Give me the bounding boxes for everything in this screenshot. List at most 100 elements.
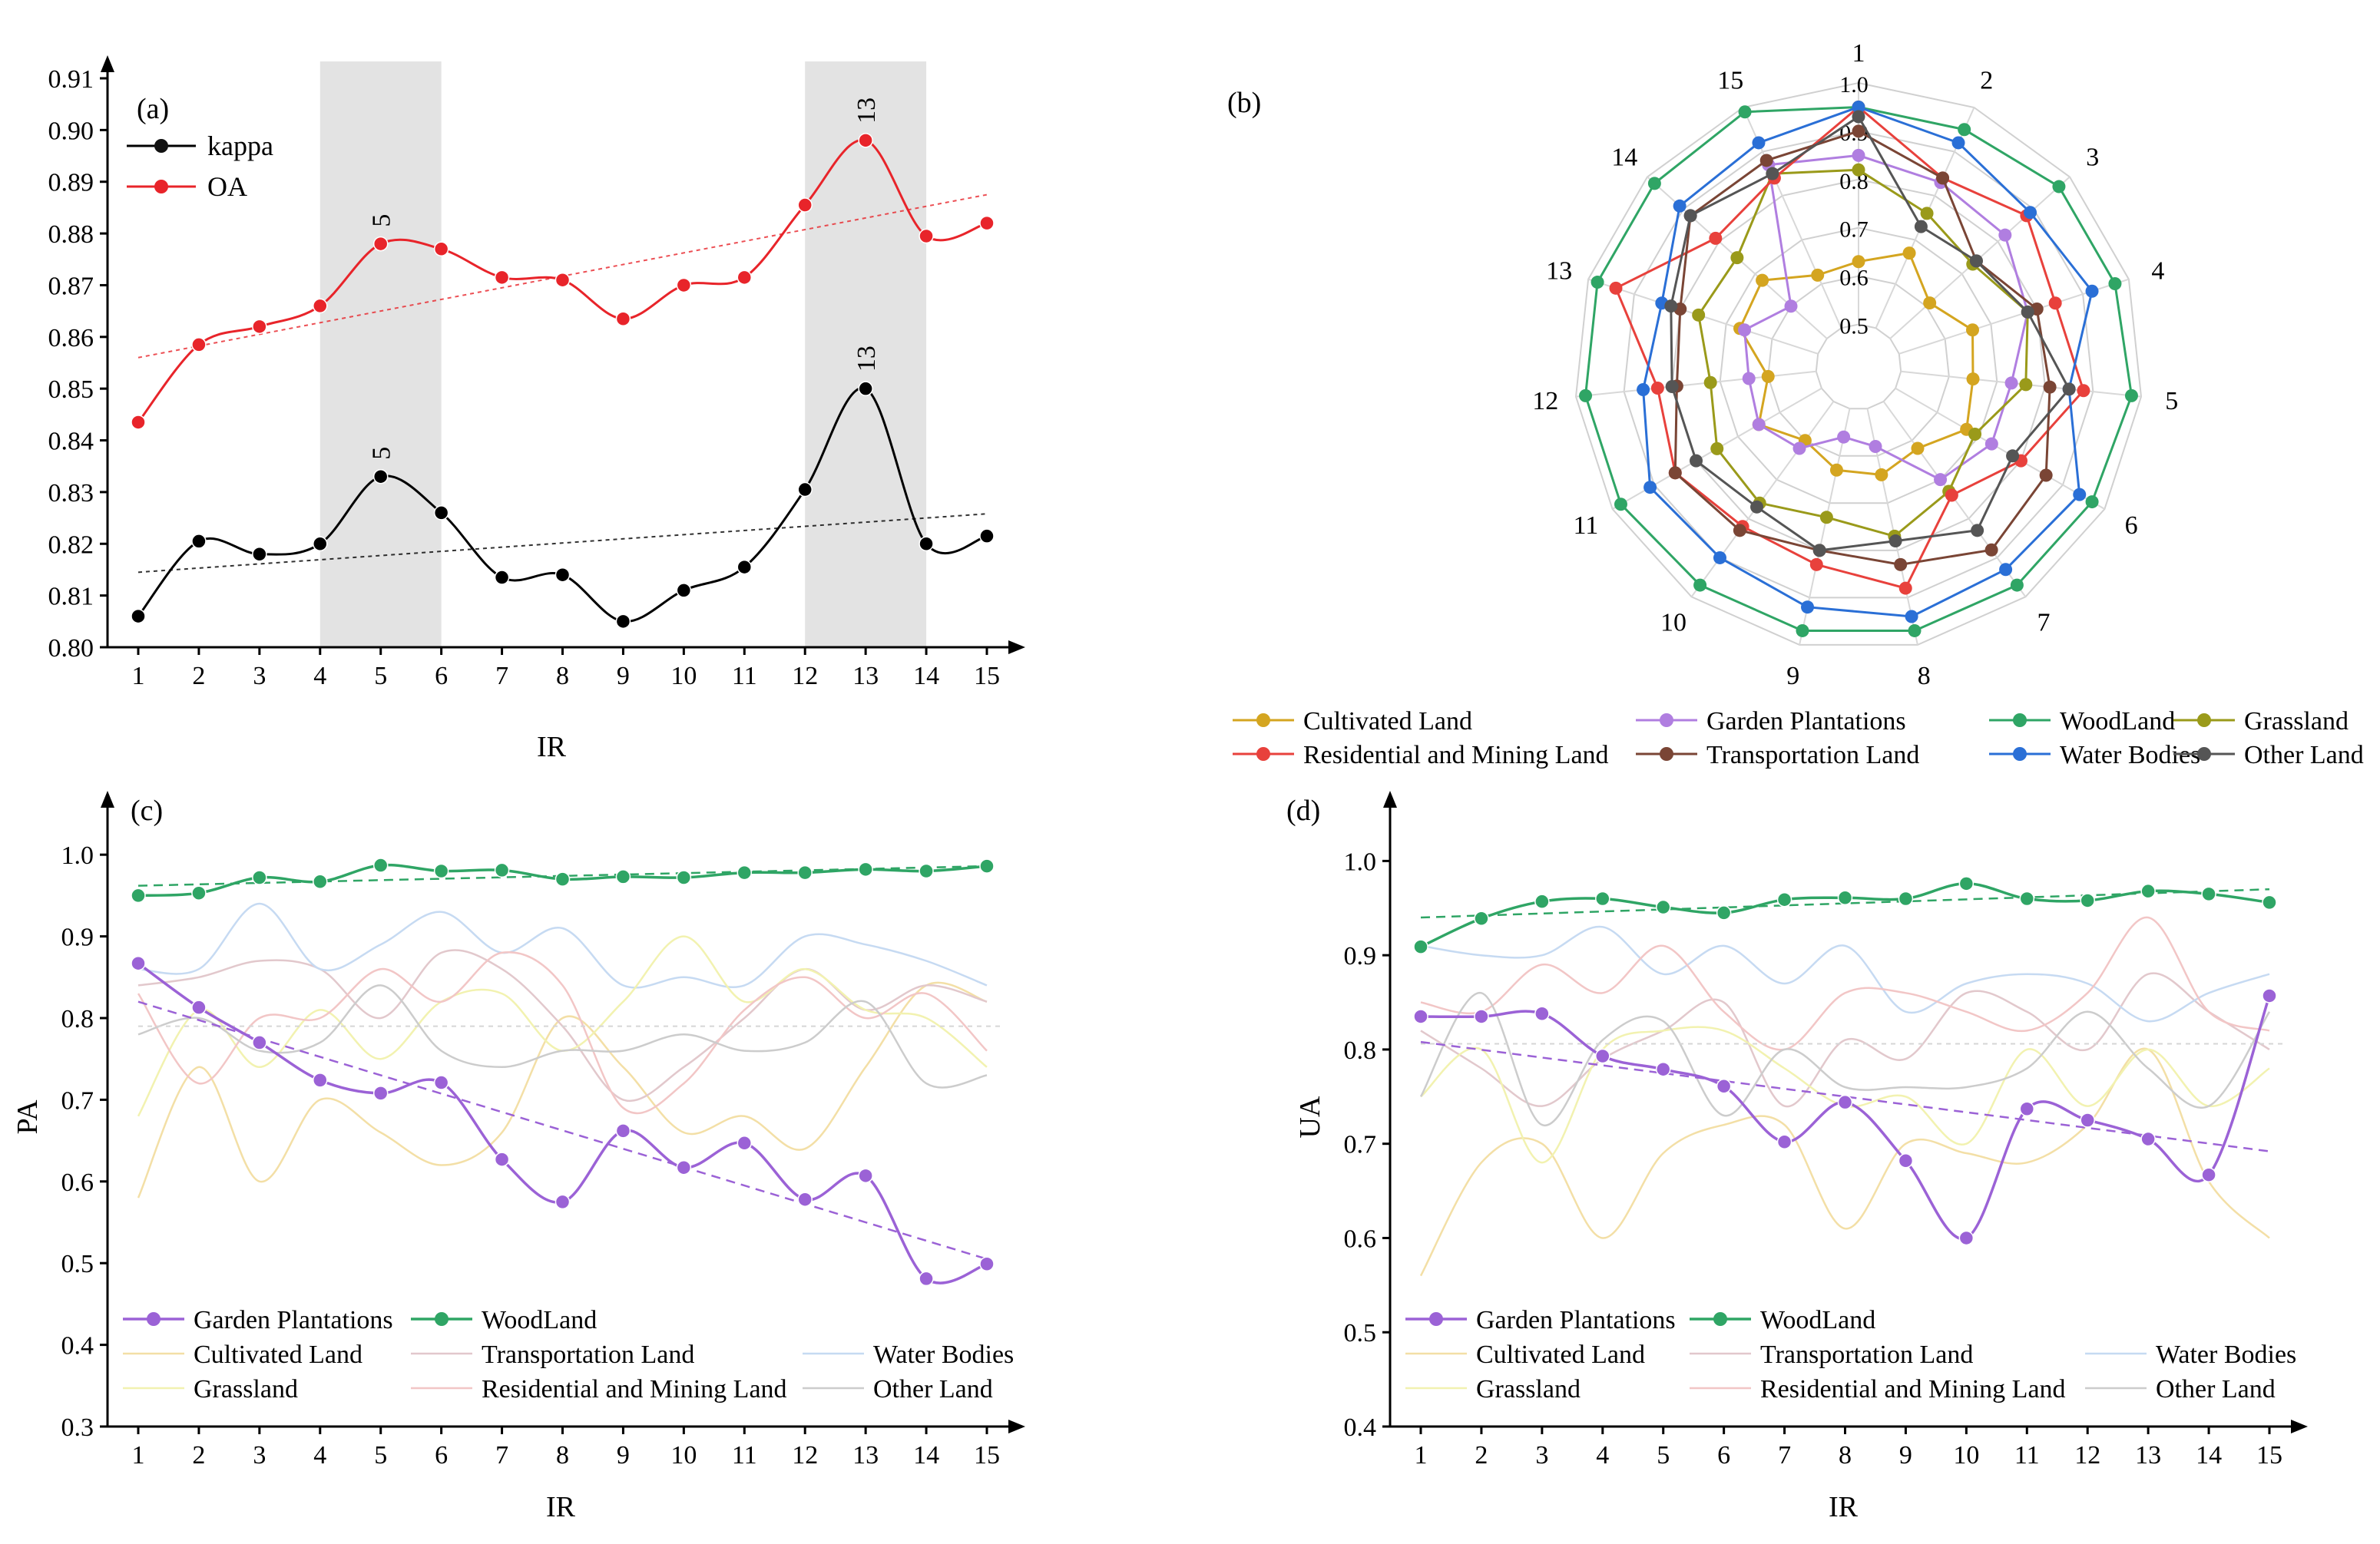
c-x-axis-label: IR: [546, 1491, 576, 1523]
a-panel-label: (a): [137, 93, 169, 125]
transportation-land-legend-label: Transportation Land: [1760, 1341, 1973, 1369]
grassland-radar-point: [1852, 163, 1865, 177]
woodland-point: [2140, 883, 2156, 899]
woodland-point: [1534, 894, 1550, 909]
x-tick-label: 15: [974, 1441, 1000, 1470]
water-bodies-radar-point: [1999, 563, 2013, 577]
woodland-legend-label: WoodLand: [482, 1306, 597, 1334]
woodland-point: [2080, 893, 2095, 908]
other-land-radar-point: [1665, 380, 1679, 394]
woodland-point: [433, 863, 449, 879]
residential-and-mining-land-radar-point: [1809, 557, 1823, 571]
x-tick-label: 7: [1778, 1441, 1791, 1470]
other-land-line: [1419, 992, 2271, 1126]
cultivated-land-radar-line: [1738, 251, 1975, 476]
transportation-land-radar-point: [2043, 380, 2057, 394]
garden-plantations-point: [191, 1000, 207, 1015]
x-tick-label: 1: [1415, 1441, 1428, 1470]
radar-axis-label: 12: [1532, 387, 1558, 415]
oa-point: [433, 241, 449, 257]
water-bodies-legend-label: Water Bodies: [873, 1341, 1014, 1369]
residential-and-mining-land-legend-label: Residential and Mining Land: [1760, 1375, 2066, 1403]
water-bodies-line: [1420, 925, 2270, 1023]
cultivated-land-radar-point: [1966, 372, 1980, 386]
y-tick-label: 0.9: [61, 924, 94, 952]
radar-ring-label: 0.6: [1839, 266, 1869, 291]
grassland-radar-point: [2019, 378, 2033, 392]
panel-a: 0.80 0.81 0.82 0.83 0.84 0.85 0.86 0.87 0.88 0.89…: [48, 55, 1025, 763]
woodland-point: [1837, 890, 1853, 906]
y-tick-label: 0.91: [48, 65, 94, 94]
x-tick-label: 5: [1657, 1441, 1670, 1470]
radar-ring: [1719, 226, 1998, 504]
kappa-point: [919, 536, 934, 552]
cultivated-land-radar-point: [1923, 296, 1937, 310]
grassland-legend-label: Grassland: [194, 1375, 298, 1403]
y-tick-label: 0.5: [61, 1250, 94, 1278]
water-bodies-line: [137, 902, 988, 989]
garden-plantations-point: [131, 955, 146, 971]
woodland-point: [313, 874, 328, 890]
woodland-legend-label: WoodLand: [1760, 1306, 1875, 1334]
radar-axis-label: 6: [2125, 511, 2138, 540]
x-tick-label: 6: [435, 1441, 448, 1470]
garden-plantations-point: [252, 1035, 267, 1050]
garden-plantations-point: [1898, 1153, 1914, 1169]
radar-ring-label: 0.5: [1839, 314, 1869, 339]
other-land-radar-point: [1888, 534, 1902, 548]
y-tick-label: 0.82: [48, 531, 94, 559]
x-tick-label: 6: [435, 662, 448, 690]
grassland-radar-point: [1710, 441, 1724, 455]
grassland-radar-point: [1968, 428, 1982, 441]
garden-plantations-radar-point: [1742, 372, 1756, 385]
residential-and-mining-land-legend-label: Residential and Mining Land: [482, 1375, 787, 1403]
residential-and-mining-land-radar-point: [2048, 296, 2062, 310]
radar-ring: [1767, 275, 1950, 457]
woodland-point: [858, 861, 873, 878]
transportation-land-line: [1420, 972, 2270, 1108]
water-bodies-radar-point: [1951, 136, 1965, 150]
cultivated-land-line: [1419, 1047, 2270, 1277]
y-tick-label: 0.89: [48, 169, 94, 197]
garden-plantations-radar-point: [1738, 323, 1752, 337]
garden-plantations-radar-point: [1869, 440, 1882, 454]
oa-point: [676, 277, 692, 293]
kappa-point: [979, 528, 995, 544]
oa-point: [797, 197, 813, 213]
grassland-line: [137, 935, 988, 1117]
garden-plantations-radar-line: [1743, 154, 2029, 481]
oa-point: [858, 133, 873, 148]
a-series: [131, 133, 995, 630]
x-tick-label: 10: [1953, 1441, 1979, 1470]
water-bodies-radar-line: [1642, 105, 2094, 618]
woodland-point: [554, 871, 571, 887]
garden-plantations-point: [2262, 988, 2277, 1003]
woodland-radar-point: [1908, 623, 1922, 637]
oa-point: [979, 215, 995, 231]
garden-plantations-legend-marker: [1429, 1312, 1443, 1326]
residential-and-mining-land-legend-label: Residential and Mining Land: [1303, 741, 1609, 769]
woodland-point: [131, 888, 146, 904]
cultivated-land-radar-point: [1811, 268, 1825, 282]
radar-axis-label: 13: [1546, 256, 1572, 285]
x-axis-arrow: [2291, 1420, 2308, 1433]
x-tick-label: 7: [495, 662, 508, 690]
water-bodies-radar-point: [2073, 488, 2087, 501]
x-tick-label: 13: [2135, 1441, 2161, 1470]
garden-plantations-legend-marker: [147, 1312, 161, 1326]
x-tick-label: 1: [132, 1441, 145, 1470]
x-tick-label: 10: [670, 1441, 697, 1470]
other-land-radar-point: [1690, 454, 1703, 468]
garden-plantations-point: [372, 1086, 389, 1101]
oa-point: [554, 272, 571, 288]
other-land-radar-point: [1812, 544, 1826, 557]
y-tick-label: 0.80: [48, 634, 94, 663]
cultivated-land-radar-point: [1902, 246, 1916, 260]
woodland-point: [494, 862, 510, 878]
panel-c: 0.30.40.50.60.70.80.91.01 2 3 4 5 6 7 8 9 10 11 12 1…: [12, 791, 1025, 1523]
residential-and-mining-land-radar-point: [1709, 231, 1723, 245]
transportation-land-radar-point: [1984, 543, 1998, 557]
residential-and-mining-land-radar-point: [1650, 381, 1664, 395]
y-tick-label: 0.85: [48, 375, 94, 404]
d-panel-label: (d): [1286, 795, 1320, 827]
